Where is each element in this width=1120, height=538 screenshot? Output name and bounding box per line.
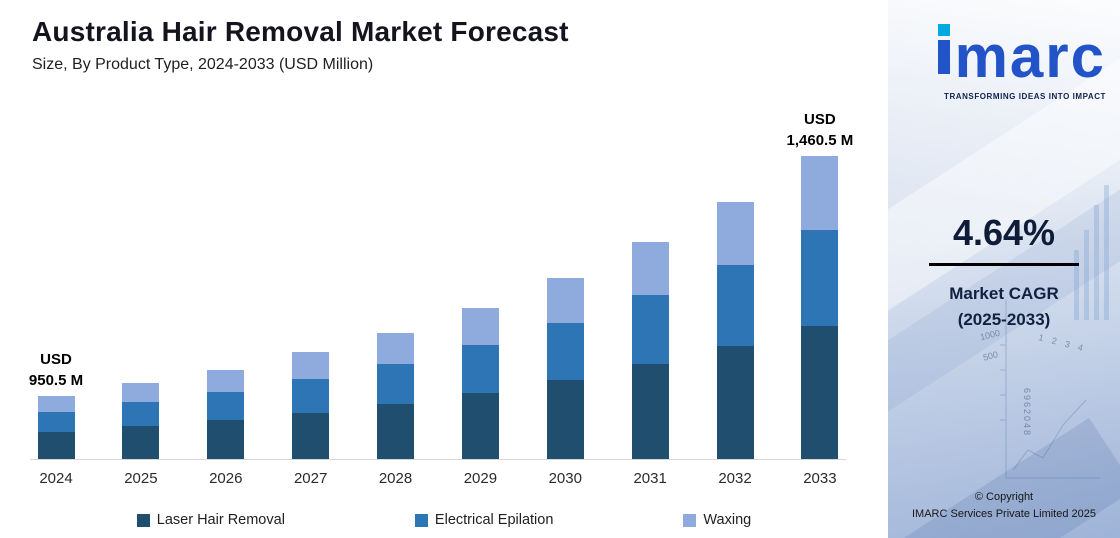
bar-chart: USD 950.5 M 2024 2025 2026 2027 2028 2029 2030 20… — [28, 111, 854, 487]
cagr-label: Market CAGR — [949, 284, 1059, 303]
legend: Laser Hair Removal Electrical Epilation … — [0, 512, 888, 528]
x-axis-label-2025: 2025 — [124, 470, 158, 487]
imarc-tagline: TRANSFORMING IDEAS INTO IMPACT — [944, 92, 1106, 101]
legend-label: Waxing — [703, 512, 752, 528]
segment-waxing-2027 — [292, 352, 330, 379]
legend-swatch-electrical-epilation — [414, 513, 428, 527]
segment-electrical-epilation-2033 — [801, 230, 839, 327]
legend-label: Laser Hair Removal — [156, 512, 285, 528]
segment-laser-hair-removal-2032 — [716, 346, 754, 460]
bar-2024 — [37, 395, 75, 460]
imarc-logo-dot-icon — [937, 24, 950, 36]
segment-laser-hair-removal-2027 — [292, 412, 330, 460]
bar-group-2029: 2029 — [452, 150, 508, 487]
bar-group-2030: 2030 — [537, 150, 593, 487]
bar-annotation-2024: USD 950.5 M — [28, 351, 84, 389]
bar-2032 — [716, 201, 754, 460]
segment-waxing-2028 — [377, 333, 414, 365]
segment-electrical-epilation-2027 — [292, 378, 330, 413]
segment-laser-hair-removal-2033 — [801, 326, 839, 460]
bar-2029 — [461, 308, 499, 460]
bar-2031 — [631, 241, 669, 460]
background-doodle-number: 1 2 3 4 — [1037, 332, 1088, 354]
x-axis-label-2030: 2030 — [548, 470, 582, 487]
cagr-period: (2025-2033) — [957, 309, 1051, 329]
bar-group-2032: 2032 — [707, 150, 763, 487]
segment-electrical-epilation-2025 — [122, 401, 160, 427]
bar-group-2028: 2028 — [368, 150, 424, 487]
imarc-logo: marc — [937, 23, 1106, 90]
background-doodle-number: 6962048 — [1022, 388, 1032, 438]
segment-waxing-2030 — [546, 278, 584, 323]
segment-waxing-2029 — [461, 308, 499, 346]
imarc-logo-text: marc — [954, 23, 1106, 90]
branding-sidebar: 1000 500 1 2 3 4 6962048 marc TRANSFORMI… — [888, 0, 1120, 538]
copyright-line2: IMARC Services Private Limited 2025 — [911, 507, 1096, 520]
x-axis-label-2028: 2028 — [378, 470, 413, 487]
segment-laser-hair-removal-2024 — [37, 431, 75, 460]
bar-2027 — [292, 352, 330, 460]
copyright: © Copyright IMARC Services Private Limit… — [888, 489, 1120, 522]
segment-laser-hair-removal-2028 — [377, 404, 414, 460]
bar-2026 — [207, 369, 245, 460]
bar-group-2033: USD 1,460.5 M 2033 — [787, 111, 854, 487]
legend-item-electrical-epilation: Electrical Epilation — [414, 512, 554, 528]
segment-laser-hair-removal-2026 — [207, 420, 245, 460]
segment-laser-hair-removal-2030 — [546, 380, 584, 460]
segment-waxing-2032 — [716, 201, 754, 266]
segment-electrical-epilation-2028 — [377, 364, 414, 405]
chart-panel: Australia Hair Removal Market Forecast S… — [0, 16, 888, 528]
segment-waxing-2026 — [207, 369, 245, 393]
legend-swatch-waxing — [683, 513, 697, 527]
imarc-logo-i-icon — [937, 24, 950, 74]
bar-group-2027: 2027 — [283, 150, 339, 487]
chart-title: Australia Hair Removal Market Forecast — [32, 16, 569, 47]
chart-subtitle: Size, By Product Type, 2024-2033 (USD Mi… — [32, 56, 374, 73]
cagr-divider — [929, 263, 1079, 266]
segment-laser-hair-removal-2029 — [461, 393, 499, 460]
segment-waxing-2025 — [122, 383, 160, 402]
bar-2033 — [801, 155, 839, 460]
segment-electrical-epilation-2026 — [207, 392, 245, 421]
bar-group-2024: USD 950.5 M 2024 — [28, 150, 84, 487]
bar-2025 — [122, 383, 160, 460]
segment-electrical-epilation-2031 — [631, 295, 669, 364]
copyright-line1: © Copyright — [974, 491, 1034, 503]
legend-item-laser-hair-removal: Laser Hair Removal — [136, 512, 285, 528]
background-doodle-number: 500 — [982, 349, 1000, 363]
cagr-value: 4.64% — [952, 212, 1056, 253]
legend-item-waxing: Waxing — [683, 512, 751, 528]
segment-waxing-2024 — [37, 395, 75, 412]
x-axis-label-2024: 2024 — [39, 470, 73, 487]
bar-group-2025: 2025 — [113, 150, 169, 487]
segment-waxing-2033 — [801, 155, 839, 231]
x-axis-label-2026: 2026 — [209, 470, 243, 487]
bar-annotation-2033: USD 1,460.5 M — [786, 111, 854, 149]
bar-group-2031: 2031 — [622, 150, 678, 487]
x-axis-label-2031: 2031 — [633, 470, 667, 487]
segment-electrical-epilation-2032 — [716, 265, 754, 347]
imarc-logo-stem-icon — [937, 40, 950, 74]
legend-label: Electrical Epilation — [434, 512, 554, 528]
cagr-block: 4.64% Market CAGR (2025-2033) — [888, 212, 1120, 332]
segment-electrical-epilation-2029 — [461, 345, 499, 394]
segment-electrical-epilation-2030 — [546, 322, 584, 380]
bar-group-2026: 2026 — [198, 150, 254, 487]
segment-laser-hair-removal-2025 — [122, 426, 160, 460]
segment-electrical-epilation-2024 — [37, 411, 75, 432]
segment-waxing-2031 — [631, 241, 669, 296]
x-axis-label-2033: 2033 — [803, 470, 837, 487]
legend-swatch-laser-hair-removal — [136, 513, 150, 527]
x-axis-label-2032: 2032 — [718, 470, 752, 487]
x-axis-label-2027: 2027 — [293, 470, 328, 487]
bar-2028 — [377, 333, 414, 460]
plot-area: USD 950.5 M 2024 2025 2026 2027 2028 2029 2030 20… — [28, 111, 854, 487]
segment-laser-hair-removal-2031 — [631, 364, 669, 460]
bar-2030 — [546, 278, 584, 460]
x-axis-label-2029: 2029 — [463, 470, 498, 487]
x-axis-line — [30, 459, 846, 460]
